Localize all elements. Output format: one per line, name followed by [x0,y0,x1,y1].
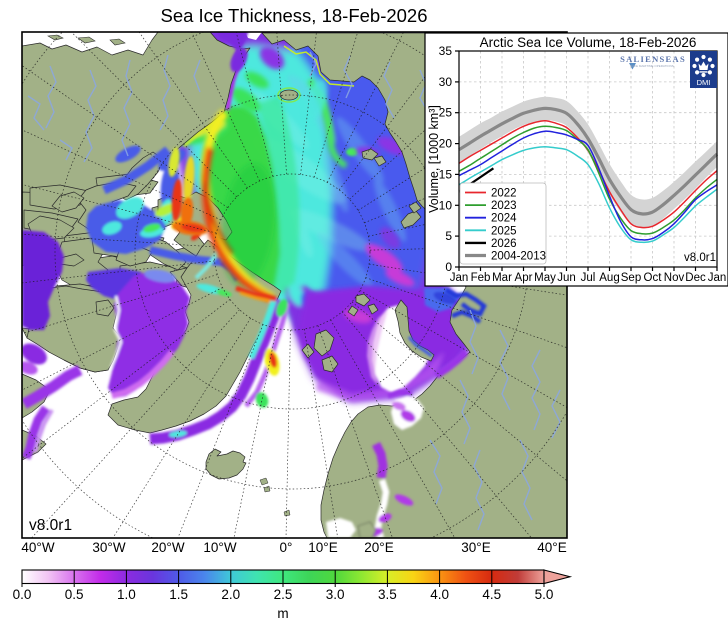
svg-text:v8.0r1: v8.0r1 [29,517,72,534]
svg-text:v8.0r1: v8.0r1 [684,252,716,264]
svg-text:SALIENSEAS: SALIENSEAS [620,54,686,64]
svg-text:Arctic Sea Ice Volume, 18-Feb-: Arctic Sea Ice Volume, 18-Feb-2026 [480,35,697,50]
svg-text:4.0: 4.0 [430,587,449,602]
svg-text:10°E: 10°E [308,540,337,555]
svg-text:Nov: Nov [664,272,685,284]
svg-text:2.5: 2.5 [274,587,293,602]
svg-text:2004-2013: 2004-2013 [491,251,546,263]
svg-text:Apr: Apr [515,272,533,284]
svg-text:2026: 2026 [491,238,517,250]
svg-text:10: 10 [439,198,453,212]
svg-text:3.0: 3.0 [326,587,345,602]
svg-text:Sea Ice Thickness, 18-Feb-2026: Sea Ice Thickness, 18-Feb-2026 [160,5,427,26]
svg-text:35: 35 [439,44,453,58]
svg-text:2025: 2025 [491,225,517,237]
svg-text:20: 20 [439,137,453,151]
svg-text:40°E: 40°E [537,540,566,555]
svg-text:5: 5 [445,229,452,243]
svg-text:2024: 2024 [491,213,517,225]
svg-text:25: 25 [439,106,453,120]
svg-text:10°W: 10°W [203,540,236,555]
svg-text:2022: 2022 [491,188,517,200]
svg-text:May: May [534,272,556,284]
svg-text:DMI: DMI [697,78,711,87]
svg-text:Jan: Jan [450,272,469,284]
svg-text:20°E: 20°E [364,540,393,555]
svg-text:Volume, [1000 km³]: Volume, [1000 km³] [427,105,441,213]
svg-text:5.0: 5.0 [535,587,554,602]
svg-text:Oct: Oct [644,272,663,284]
svg-text:0: 0 [445,260,452,274]
svg-text:40°W: 40°W [21,540,54,555]
svg-text:30°W: 30°W [92,540,125,555]
svg-text:20°W: 20°W [151,540,184,555]
svg-text:Mar: Mar [492,272,512,284]
svg-text:30: 30 [439,75,453,89]
svg-text:Aug: Aug [599,272,619,284]
svg-text:Jun: Jun [557,272,576,284]
svg-text:3.5: 3.5 [378,587,397,602]
svg-text:1.0: 1.0 [117,587,136,602]
svg-text:Dec: Dec [685,272,706,284]
svg-text:Jan: Jan [708,272,727,284]
svg-text:Jul: Jul [581,272,596,284]
svg-text:SAFE MARITIME OPERATIONS: SAFE MARITIME OPERATIONS [630,64,674,68]
svg-text:2023: 2023 [491,200,517,212]
svg-text:4.5: 4.5 [482,587,501,602]
svg-text:15: 15 [439,167,453,181]
svg-text:m: m [277,606,288,621]
svg-text:Feb: Feb [471,272,491,284]
svg-text:0.0: 0.0 [13,587,32,602]
svg-text:Sep: Sep [621,272,641,284]
svg-text:1.5: 1.5 [169,587,188,602]
svg-text:0.5: 0.5 [65,587,84,602]
svg-text:2.0: 2.0 [221,587,240,602]
svg-text:0°: 0° [280,540,293,555]
svg-text:30°E: 30°E [461,540,490,555]
